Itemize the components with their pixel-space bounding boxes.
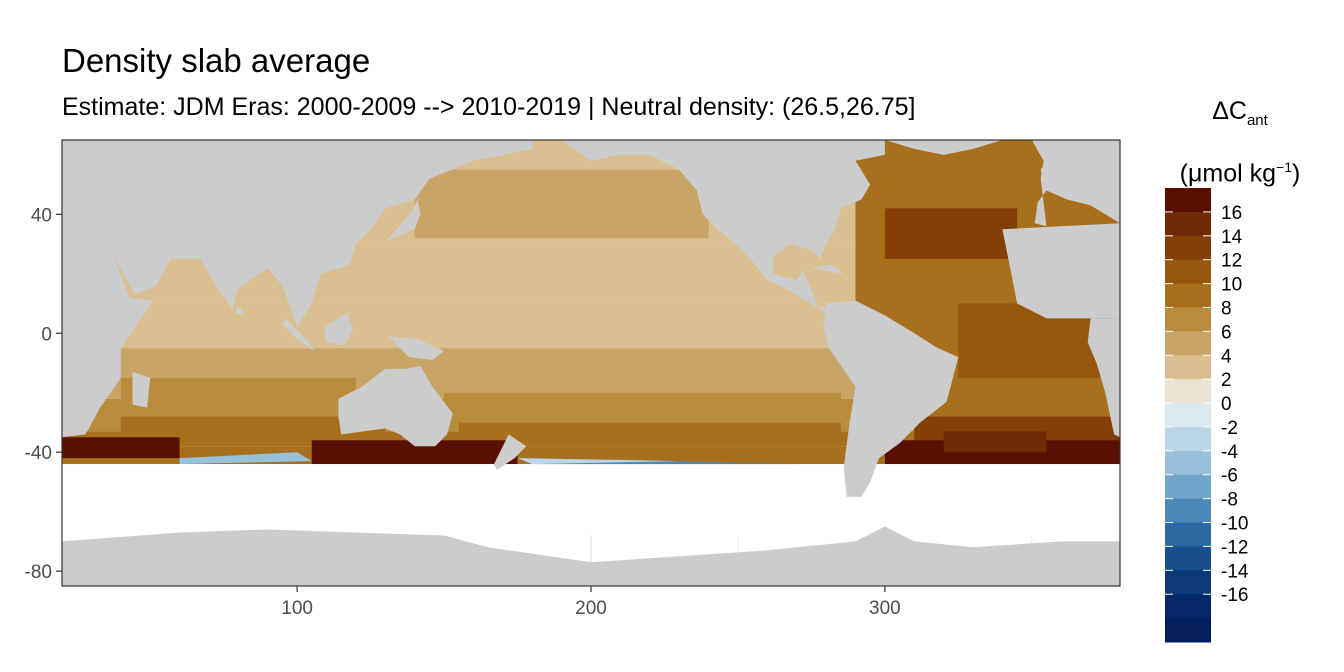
legend-label: -2 — [1221, 418, 1238, 439]
legend-label: 4 — [1221, 346, 1232, 367]
legend-swatch — [1165, 450, 1211, 476]
legend-label: -10 — [1221, 514, 1248, 535]
x-tick-label: 100 — [281, 598, 313, 619]
legend-swatch — [1165, 498, 1211, 524]
land-greenland — [884, 140, 1003, 155]
legend-label: -16 — [1221, 585, 1248, 606]
land-new-guinea — [388, 336, 445, 360]
negative-patch-indian — [179, 452, 312, 465]
land-cuba — [811, 264, 844, 274]
legend-swatch — [1165, 522, 1211, 547]
legend-label: 0 — [1221, 394, 1232, 415]
legend-title-main: ΔC — [1212, 97, 1247, 125]
ocean-patch-npacific — [414, 169, 709, 239]
legend-swatch — [1165, 474, 1211, 500]
land-madagascar — [132, 371, 151, 408]
land-australia — [338, 366, 453, 447]
legend-swatch — [1165, 235, 1211, 261]
front-south-africa — [62, 437, 180, 459]
ocean-patch-indian-south — [120, 416, 386, 441]
land-africa-wrap — [1087, 318, 1120, 438]
front-south-australia — [311, 440, 518, 465]
legend-label: 12 — [1221, 251, 1242, 272]
legend-swatch — [1165, 283, 1211, 308]
land-africa — [62, 223, 154, 438]
legend-swatch — [1165, 426, 1211, 452]
y-tick-label: 40 — [31, 205, 52, 226]
legend-swatch — [1165, 546, 1211, 571]
land-europe — [1031, 140, 1120, 227]
legend-label: 10 — [1221, 275, 1242, 296]
legend-label: -12 — [1221, 537, 1248, 558]
legend-swatch — [1165, 570, 1211, 595]
legend-title: ΔCant (μmol kg−1) — [1160, 88, 1320, 196]
legend-label: 2 — [1221, 370, 1232, 391]
ocean-patch-natl-core — [884, 208, 1018, 259]
legend-swatch — [1165, 618, 1211, 643]
land-sri-lanka — [235, 306, 245, 316]
no-data-zone — [62, 464, 1120, 536]
land-antarctica — [62, 526, 1120, 586]
legend-swatch — [1165, 379, 1211, 404]
y-tick-label: 0 — [41, 324, 52, 345]
legend-swatch — [1165, 594, 1211, 619]
land-uk — [1040, 160, 1059, 185]
land-eurasia — [62, 140, 533, 328]
chart-subtitle: Estimate: JDM Eras: 2000-2009 --> 2010-2… — [62, 93, 916, 121]
negative-patch-pacific-edge — [517, 458, 680, 465]
legend-label: 16 — [1221, 203, 1242, 224]
ocean-patch-eq-atl — [958, 303, 1120, 378]
legend-swatch — [1165, 307, 1211, 332]
front-south-atlantic-core — [943, 431, 1047, 453]
land-japan — [385, 199, 421, 242]
y-tick-label: -40 — [25, 443, 52, 464]
land-south-america — [823, 300, 959, 497]
land-west-africa — [1002, 223, 1120, 319]
legend-label: -14 — [1221, 561, 1249, 582]
legend-label: -6 — [1221, 466, 1238, 487]
legend-swatch — [1165, 331, 1211, 356]
chart-title: Density slab average — [62, 42, 371, 79]
ocean-patch-spacific — [444, 392, 841, 423]
x-tick-label: 300 — [869, 598, 901, 619]
map-layer — [62, 140, 1120, 586]
legend-swatch — [1165, 403, 1211, 428]
land-north-america — [561, 140, 885, 313]
legend-label: -8 — [1221, 490, 1238, 511]
land-sumatra — [282, 318, 315, 352]
legend-label: 8 — [1221, 298, 1232, 319]
land-new-zealand — [494, 434, 527, 470]
legend-swatch — [1165, 355, 1211, 380]
legend-swatch — [1165, 188, 1211, 213]
legend-layer: 16 14 12 108 6 4 2 0 -2 -4 -6 -8 -10-12 -14 -16 — [1165, 188, 1249, 643]
y-tick-label: -80 — [25, 562, 52, 583]
legend-title-sub: ant — [1246, 112, 1268, 129]
legend-label: 14 — [1221, 227, 1243, 248]
legend-label: 6 — [1221, 322, 1232, 343]
legend-label: -4 — [1221, 442, 1238, 463]
legend-unit-suffix: ) — [1292, 159, 1301, 188]
legend-swatch — [1165, 211, 1211, 237]
legend-unit-sup: −1 — [1276, 159, 1292, 175]
ocean-patch-spacific-south — [458, 422, 841, 447]
legend-unit-prefix: (μmol kg — [1179, 159, 1277, 188]
x-tick-label: 200 — [575, 598, 607, 619]
legend-swatch — [1165, 259, 1211, 285]
land-borneo — [323, 312, 353, 346]
